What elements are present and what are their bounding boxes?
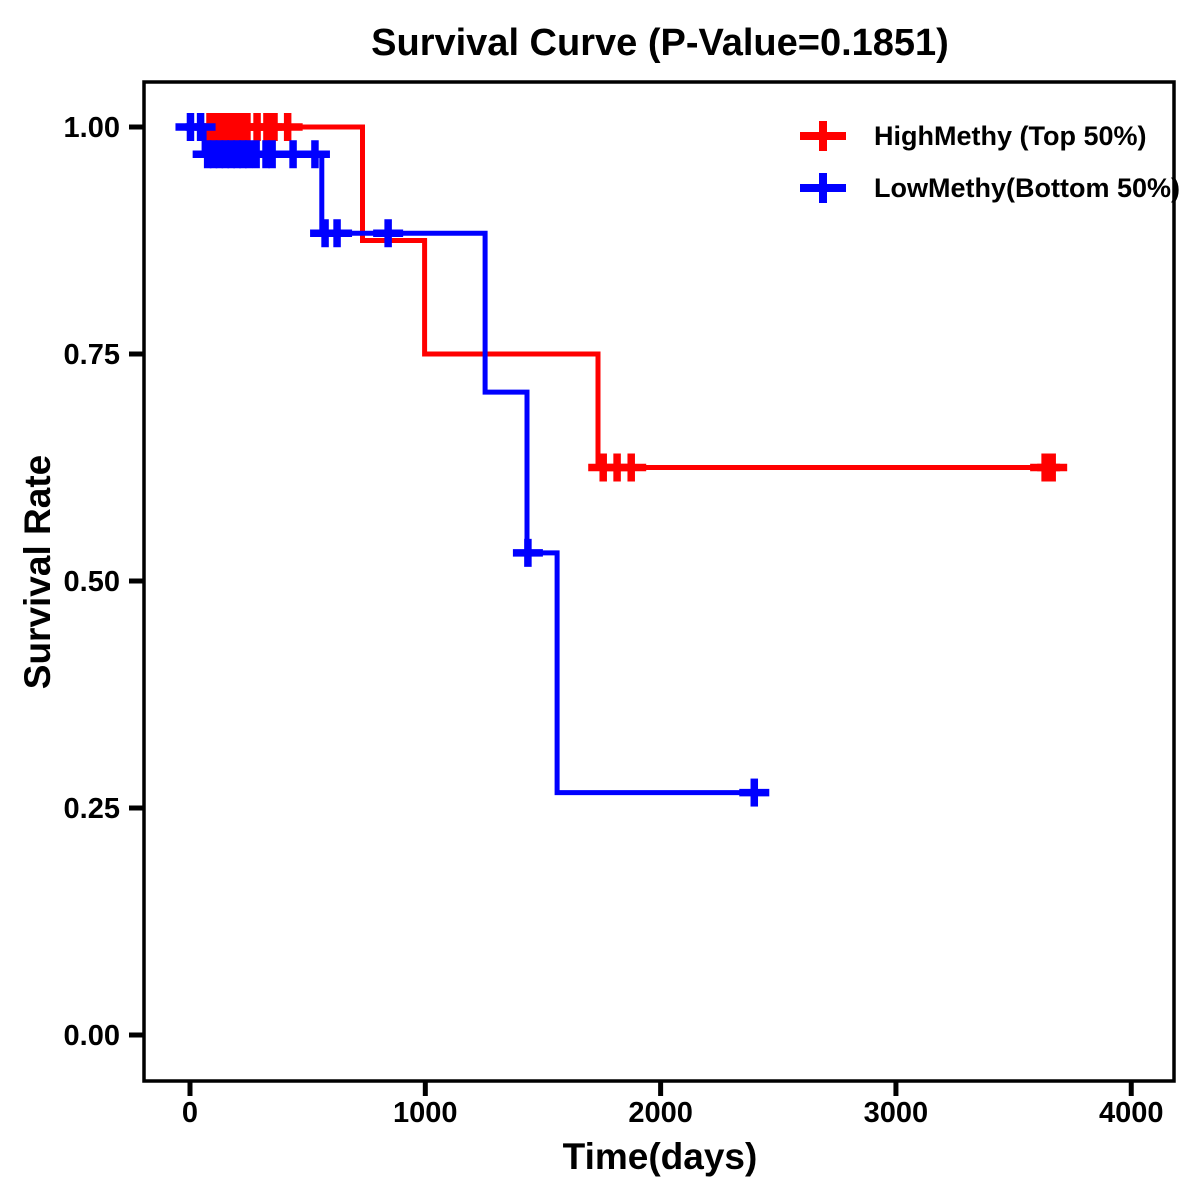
legend-row-highmethy: HighMethy (Top 50%) [798,118,1180,154]
legend-label-lowmethy: LowMethy(Bottom 50%) [874,172,1180,203]
plot-panel-border [142,80,1176,1083]
x-tick-label: 3000 [864,1097,929,1129]
plus-marker-icon [800,121,846,151]
x-tick-label: 1000 [393,1097,458,1129]
survival-step-curve [190,124,1054,470]
legend-row-lowmethy: LowMethy(Bottom 50%) [798,170,1180,206]
chart-title: Survival Curve (P-Value=0.1851) [371,22,949,64]
legend-label-highmethy: HighMethy (Top 50%) [874,120,1147,151]
plus-marker-icon [800,173,846,203]
y-tick-label: 1.00 [64,112,120,144]
legend: HighMethy (Top 50%) LowMethy(Bottom 50%) [798,118,1180,206]
x-tick-label: 0 [182,1097,198,1129]
x-tick-label: 4000 [1099,1097,1164,1129]
x-tick-label: 2000 [628,1097,693,1129]
y-tick-label: 0.25 [64,793,120,825]
y-tick-label: 0.00 [64,1020,120,1052]
x-axis-title: Time(days) [562,1136,758,1177]
y-tick-label: 0.75 [64,339,120,371]
y-tick-label: 0.50 [64,566,120,598]
survival-step-curve [190,124,756,796]
